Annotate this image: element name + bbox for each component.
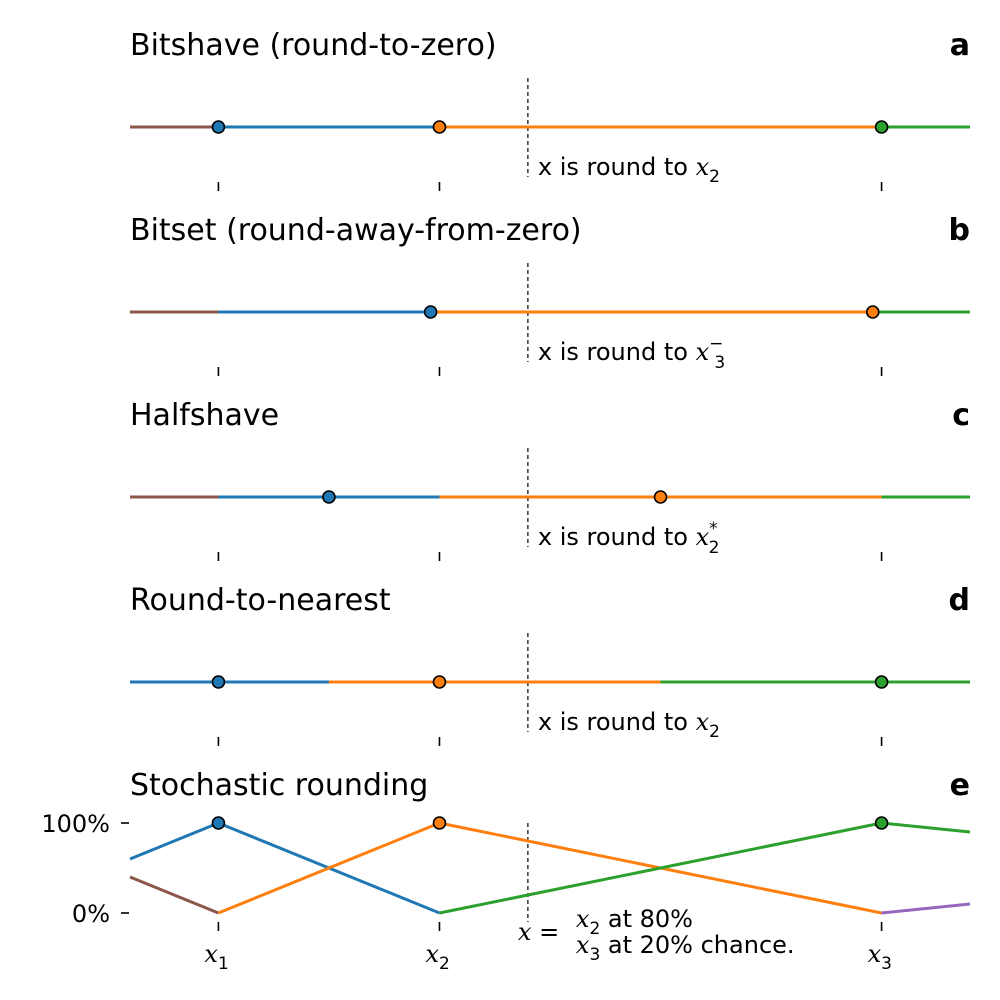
representable-point — [432, 675, 447, 689]
panel-title: Round-to-nearest — [130, 583, 391, 618]
annotation-eq: = — [531, 918, 559, 946]
panel-title: Stochastic rounding — [130, 768, 428, 803]
panel-b: Bitset (round-away-from-zero) b x is round… — [130, 213, 970, 376]
probability-line-orange — [217, 821, 882, 915]
panel-letter: a — [950, 28, 970, 63]
probability-line-purple — [881, 902, 971, 915]
representable-point — [874, 816, 889, 830]
annotation-sup: − — [709, 334, 723, 354]
rounding-annotation: x is round to x2 — [538, 153, 720, 187]
representable-point — [874, 675, 889, 689]
panel-d: Round-to-nearest d x is round to x2 — [130, 583, 970, 746]
x-tick-label: x2 — [425, 940, 449, 974]
y-tick-label: 100% — [41, 810, 110, 838]
x-tick-var: x — [425, 940, 439, 968]
representable-point — [865, 305, 880, 319]
x-tick-sub: 2 — [439, 954, 450, 974]
representable-point — [432, 120, 447, 134]
panel-letter: d — [949, 583, 970, 618]
x-tick-sub: 1 — [218, 954, 229, 974]
representable-point — [211, 816, 226, 830]
annotation-text: at 20% chance. — [600, 931, 794, 959]
panel-c: Halfshave c x is round to x* 2 — [130, 398, 970, 561]
annotation-sub: 2 — [589, 919, 600, 939]
annotation-text: x is round to — [538, 708, 696, 736]
panel-letter: e — [950, 768, 970, 803]
stochastic-annotation-line1: x2 at 80% — [576, 905, 693, 939]
x-tick-var: x — [204, 940, 218, 968]
stochastic-annotation-lhs: x = — [518, 918, 559, 946]
x-tick-label: x3 — [868, 940, 892, 974]
probability-line-brown — [129, 875, 219, 915]
annotation-text: at 80% — [600, 905, 693, 933]
annotation-var: x — [696, 523, 710, 551]
annotation-var: x — [576, 931, 590, 959]
annotation-sub: 3 — [589, 945, 600, 965]
annotation-var: x — [696, 708, 710, 736]
annotation-sub: 2 — [709, 167, 720, 187]
probability-line-blue — [129, 821, 441, 915]
annotation-var: x — [696, 153, 710, 181]
x-tick-var: x — [868, 940, 882, 968]
annotation-var: x — [518, 918, 532, 946]
annotation-var: x — [576, 905, 590, 933]
representable-point — [423, 305, 438, 319]
panel-title: Bitshave (round-to-zero) — [130, 28, 497, 63]
annotation-text: x is round to — [538, 338, 696, 366]
representable-point — [432, 816, 447, 830]
annotation-sub: 2 — [709, 722, 720, 742]
annotation-sup: * — [709, 519, 718, 539]
representable-point — [211, 120, 226, 134]
annotation-text: x is round to — [538, 153, 696, 181]
panel-a: Bitshave (round-to-zero) a x is round to x… — [130, 28, 970, 191]
panel-title: Halfshave — [130, 398, 279, 433]
panel-title: Bitset (round-away-from-zero) — [130, 213, 582, 248]
y-tick-label: 0% — [72, 900, 110, 928]
representable-point — [874, 120, 889, 134]
annotation-text: x is round to — [538, 523, 696, 551]
probability-line-green — [439, 821, 971, 915]
representable-point — [322, 490, 336, 504]
x-tick-sub: 3 — [881, 954, 892, 974]
panel-letter: b — [949, 213, 970, 248]
x-tick-label: x1 — [204, 940, 228, 974]
representable-point — [653, 490, 668, 504]
representable-point — [211, 675, 226, 689]
panel-letter: c — [952, 398, 970, 433]
annotation-sub: 3 — [714, 353, 725, 373]
stochastic-annotation-line2: x3 at 20% chance. — [576, 931, 795, 965]
rounding-annotation: x is round to x* 2 — [538, 519, 720, 558]
rounding-annotation: x is round to x2 — [538, 708, 720, 742]
annotation-sub: 2 — [709, 538, 720, 558]
annotation-var: x — [696, 338, 710, 366]
rounding-annotation: x is round to x− 3 — [538, 334, 725, 373]
